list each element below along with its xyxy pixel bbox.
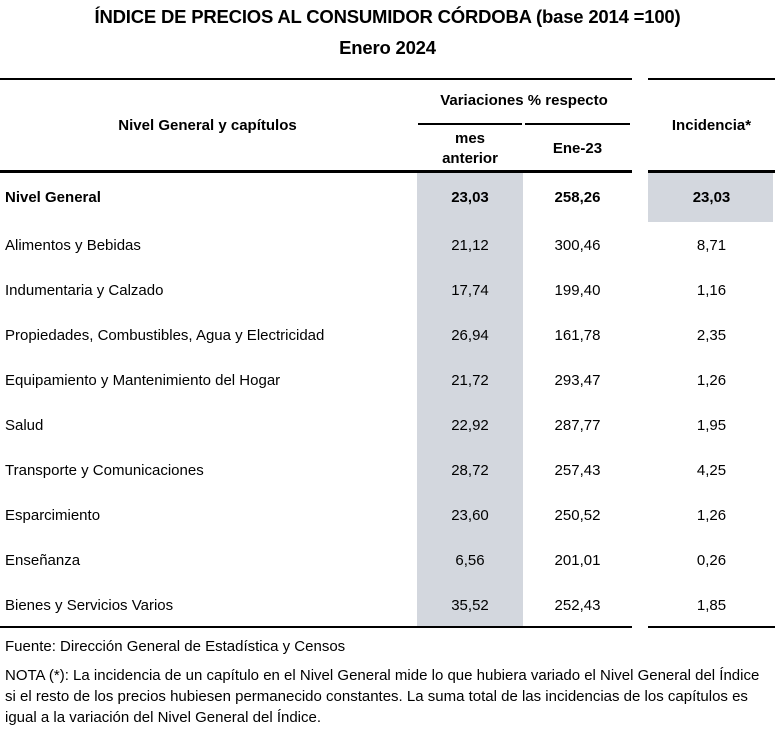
- row-label: Indumentaria y Calzado: [5, 282, 164, 299]
- row-label: Esparcimiento: [5, 507, 101, 524]
- cell-incidencia: 23,03: [692, 189, 731, 206]
- bottom-rule-incidence: [648, 626, 775, 628]
- cell-mes-anterior: 17,74: [451, 282, 489, 299]
- table-row-total: Nivel General 23,03 258,26 23,03: [0, 173, 775, 223]
- nivel-general-incidence-shade: [648, 173, 773, 222]
- table-row: Indumentaria y Calzado 17,74 199,40 1,16: [0, 268, 775, 313]
- cell-ene-23: 300,46: [554, 237, 601, 254]
- row-label: Salud: [5, 417, 44, 434]
- cell-mes-anterior: 23,60: [451, 507, 489, 524]
- cell-incidencia: 1,16: [696, 282, 727, 299]
- footnote: NOTA (*): La incidencia de un capítulo e…: [5, 667, 760, 726]
- cell-incidencia: 0,26: [696, 552, 727, 569]
- cell-incidencia: 1,26: [696, 507, 727, 524]
- source-note: Fuente: Dirección General de Estadística…: [5, 638, 346, 655]
- header-category: Nivel General y capítulos: [118, 117, 297, 134]
- top-rule: [0, 78, 632, 80]
- cell-incidencia: 2,35: [696, 327, 727, 344]
- header-bottom-rule: [0, 170, 632, 173]
- cell-incidencia: 1,95: [696, 417, 727, 434]
- row-label: Enseñanza: [5, 552, 81, 569]
- cell-incidencia: 1,26: [696, 372, 727, 389]
- cell-ene-23: 250,52: [554, 507, 601, 524]
- cell-mes-anterior: 21,12: [451, 237, 489, 254]
- page-subtitle: Enero 2024: [339, 37, 436, 58]
- table-row: Enseñanza 6,56 201,01 0,26: [0, 538, 775, 583]
- cell-mes-anterior: 22,92: [451, 417, 489, 434]
- row-label: Propiedades, Combustibles, Agua y Electr…: [5, 327, 325, 344]
- header-year-ago: Ene-23: [552, 140, 603, 157]
- row-label: Equipamiento y Mantenimiento del Hogar: [5, 372, 281, 389]
- mes-anterior-column-shade: [417, 173, 523, 626]
- table-row: Esparcimiento 23,60 250,52 1,26: [0, 493, 775, 538]
- row-label: Nivel General: [5, 189, 101, 206]
- cell-mes-anterior: 35,52: [451, 597, 489, 614]
- row-label: Bienes y Servicios Varios: [5, 597, 174, 614]
- cell-ene-23: 252,43: [554, 597, 601, 614]
- cell-ene-23: 258,26: [554, 189, 601, 206]
- header-bottom-rule-incidence: [648, 170, 775, 173]
- cell-ene-23: 293,47: [554, 372, 601, 389]
- cell-ene-23: 257,43: [554, 462, 601, 479]
- cell-ene-23: 161,78: [554, 327, 601, 344]
- page-title: ÍNDICE DE PRECIOS AL CONSUMIDOR CÓRDOBA …: [94, 6, 681, 27]
- table-row: Alimentos y Bebidas 21,12 300,46 8,71: [0, 223, 775, 268]
- cell-incidencia: 4,25: [696, 462, 727, 479]
- cell-mes-anterior: 28,72: [451, 462, 489, 479]
- cell-ene-23: 287,77: [554, 417, 601, 434]
- table-row: Transporte y Comunicaciones 28,72 257,43 4,…: [0, 448, 775, 493]
- cell-ene-23: 201,01: [554, 552, 601, 569]
- table-row: Propiedades, Combustibles, Agua y Electr…: [0, 313, 775, 358]
- table-row: Equipamiento y Mantenimiento del Hogar 21…: [0, 358, 775, 403]
- cell-mes-anterior: 6,56: [455, 552, 485, 569]
- table-row: Salud 22,92 287,77 1,95: [0, 403, 775, 448]
- cell-ene-23: 199,40: [554, 282, 601, 299]
- table-row: Bienes y Servicios Varios 35,52 252,43 1,85: [0, 583, 775, 628]
- cell-incidencia: 1,85: [696, 597, 727, 614]
- cell-mes-anterior: 23,03: [451, 189, 489, 206]
- cell-mes-anterior: 21,72: [451, 372, 489, 389]
- row-label: Alimentos y Bebidas: [5, 237, 141, 254]
- cell-mes-anterior: 26,94: [451, 327, 489, 344]
- header-prev-month: mes anterior: [442, 130, 498, 167]
- row-label: Transporte y Comunicaciones: [5, 462, 204, 479]
- cell-incidencia: 8,71: [696, 237, 727, 254]
- subheader-rule-1: [418, 123, 522, 125]
- subheader-rule-2: [525, 123, 630, 125]
- header-variations: Variaciones % respecto: [440, 92, 608, 109]
- top-rule-incidence: [648, 78, 775, 80]
- bottom-rule: [0, 626, 632, 628]
- header-incidence: Incidencia*: [671, 117, 752, 134]
